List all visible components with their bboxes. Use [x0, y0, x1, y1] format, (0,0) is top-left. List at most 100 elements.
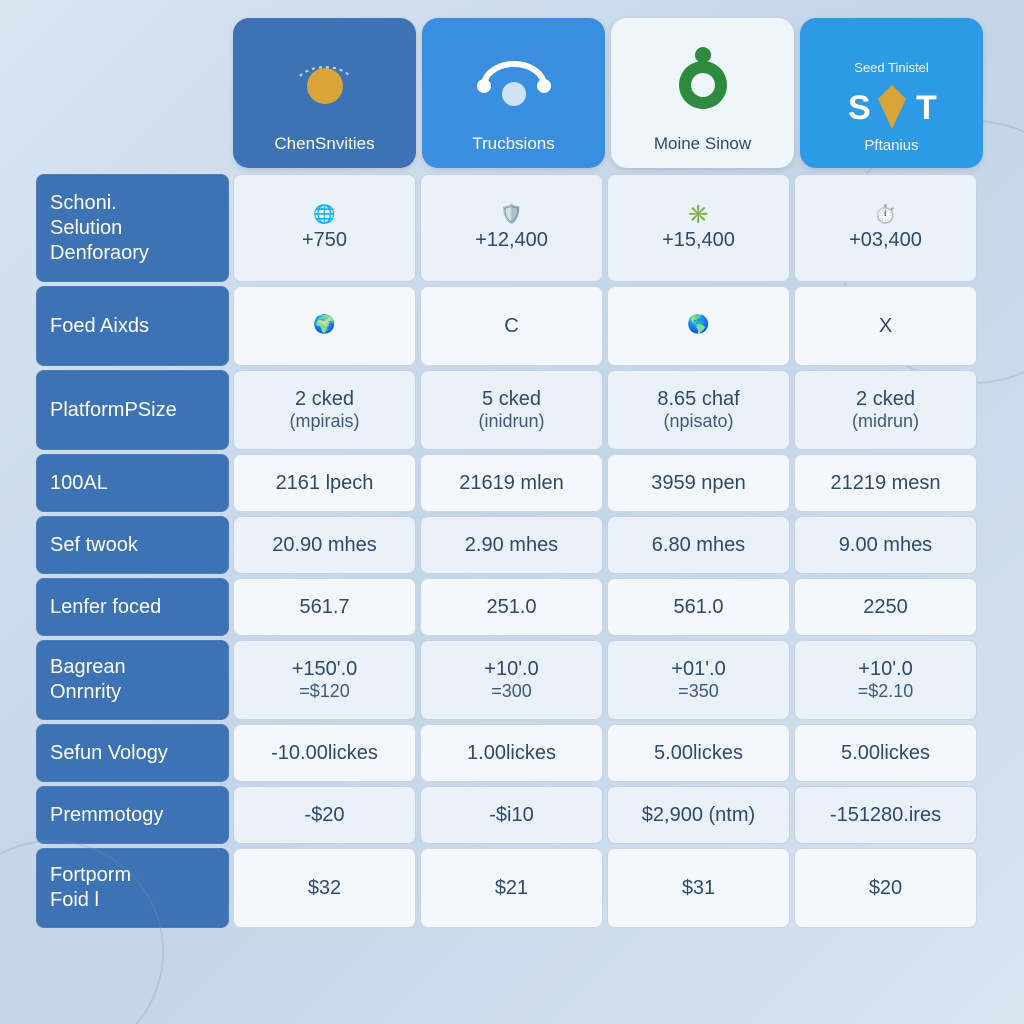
comparison-table: ChenSnvities Trucbsions Moi — [36, 18, 988, 928]
cell-value: 2 cked — [856, 388, 915, 411]
row-label: Lenfer foced — [36, 578, 229, 636]
tile-3-icon — [617, 28, 788, 134]
row-label-line: Sef twook — [50, 533, 215, 558]
row-label-line: Premmotogy — [50, 803, 215, 828]
column-tile-1[interactable]: ChenSnvities — [233, 18, 416, 168]
cell-value: -$i10 — [489, 804, 533, 827]
cell-value: +10'.0 — [484, 658, 538, 681]
data-cell: +10'.0=300 — [420, 640, 603, 720]
cell-subvalue: =$2.10 — [858, 681, 914, 702]
data-cell: -$20 — [233, 786, 416, 844]
row-label-line: Bagrean — [50, 655, 215, 680]
data-cell: 2 cked(midrun) — [794, 370, 977, 450]
row-label: FortpormFoid l — [36, 848, 229, 928]
data-cell: $31 — [607, 848, 790, 928]
data-cell: 2250 — [794, 578, 977, 636]
column-tile-2[interactable]: Trucbsions — [422, 18, 605, 168]
row-label-line: Foid l — [50, 888, 215, 913]
data-cell: 8.65 chaf(npisato) — [607, 370, 790, 450]
data-cell: 5.00lickes — [607, 724, 790, 782]
column-tile-4[interactable]: Seed Tinistel S T Pftanius — [800, 18, 983, 168]
row-label: BagreanOnrnrity — [36, 640, 229, 720]
cell-status-icon: 🌍 — [313, 314, 335, 335]
cell-value: $20 — [869, 877, 902, 900]
data-cell: 6.80 mhes — [607, 516, 790, 574]
cell-value: +10'.0 — [858, 658, 912, 681]
data-cell: -10.00lickes — [233, 724, 416, 782]
data-cell: $2,900 (ntm) — [607, 786, 790, 844]
cell-value: 2250 — [863, 596, 908, 619]
row-label-line: Denforaory — [50, 241, 215, 266]
cell-value: C — [504, 315, 518, 338]
data-cell: 251.0 — [420, 578, 603, 636]
tile-4-sup: Seed Tinistel — [854, 60, 928, 75]
cell-value: 3959 npen — [651, 472, 746, 495]
data-cell: 20.90 mhes — [233, 516, 416, 574]
row-label-line: Lenfer foced — [50, 595, 215, 620]
data-cell: 21619 mlen — [420, 454, 603, 512]
cell-value: 2.90 mhes — [465, 534, 558, 557]
row-label: Premmotogy — [36, 786, 229, 844]
data-cell: 🌍 — [233, 286, 416, 366]
cell-value: 2161 lpech — [276, 472, 374, 495]
data-cell: 5 cked(inidrun) — [420, 370, 603, 450]
cell-status-icon: 🌎 — [687, 314, 709, 335]
cell-value: 5.00lickes — [841, 742, 930, 765]
svg-text:T: T — [916, 89, 937, 127]
row-label: PlatformPSize — [36, 370, 229, 450]
tile-4-icon: S T — [806, 77, 977, 137]
row-label-line: Fortporm — [50, 863, 215, 888]
cell-value: -151280.ires — [830, 804, 941, 827]
cell-value: 561.0 — [673, 596, 723, 619]
row-label-line: 100AL — [50, 471, 215, 496]
cell-value: 1.00lickes — [467, 742, 556, 765]
data-cell: 5.00lickes — [794, 724, 977, 782]
row-label-line: Sefun Vology — [50, 741, 215, 766]
data-cell: -151280.ires — [794, 786, 977, 844]
data-grid: Schoni.SelutionDenforaory🌐+750🛡️+12,400✳… — [36, 174, 988, 928]
data-cell: 🌎 — [607, 286, 790, 366]
data-cell: 9.00 mhes — [794, 516, 977, 574]
data-cell: 561.7 — [233, 578, 416, 636]
cell-value: 9.00 mhes — [839, 534, 932, 557]
cell-value: 561.7 — [299, 596, 349, 619]
svg-text:S: S — [848, 89, 871, 127]
data-cell: +01'.0=350 — [607, 640, 790, 720]
row-label: Foed Aixds — [36, 286, 229, 366]
row-3: 100AL2161 lpech21619 mlen3959 npen21219 … — [36, 454, 988, 512]
row-1: Foed Aixds🌍C🌎X — [36, 286, 988, 366]
row-label-line: Foed Aixds — [50, 314, 215, 339]
data-cell: C — [420, 286, 603, 366]
cell-value: +750 — [302, 229, 347, 252]
column-tile-3[interactable]: Moine Sinow — [611, 18, 794, 168]
cell-value: 5 cked — [482, 388, 541, 411]
cell-value: $32 — [308, 877, 341, 900]
cell-status-icon: ⏱️ — [874, 204, 896, 225]
cell-value: 20.90 mhes — [272, 534, 377, 557]
row-2: PlatformPSize 2 cked (mpirais) 5 cked(inidr… — [36, 370, 988, 450]
tile-2-label: Trucbsions — [472, 134, 555, 154]
row-4: Sef twook 20.90 mhes 2.90 mhes 6.80 mhes 9.0… — [36, 516, 988, 574]
tile-3-label: Moine Sinow — [654, 134, 751, 154]
row-9: FortpormFoid l $32 $21 $31 $20 — [36, 848, 988, 928]
cell-value: +03,400 — [849, 229, 922, 252]
cell-value: $21 — [495, 877, 528, 900]
row-label: Schoni.SelutionDenforaory — [36, 174, 229, 282]
row-label-line: PlatformPSize — [50, 398, 215, 423]
row-0: Schoni.SelutionDenforaory🌐+750🛡️+12,400✳… — [36, 174, 988, 282]
cell-subvalue: (midrun) — [852, 411, 919, 432]
data-cell: 2161 lpech — [233, 454, 416, 512]
row-label-line: Onrnrity — [50, 680, 215, 705]
data-cell: ✳️+15,400 — [607, 174, 790, 282]
cell-value: 8.65 chaf — [657, 388, 739, 411]
data-cell: 561.0 — [607, 578, 790, 636]
row-label: 100AL — [36, 454, 229, 512]
cell-status-icon: 🌐 — [313, 204, 335, 225]
cell-value: 21619 mlen — [459, 472, 564, 495]
cell-subvalue: =300 — [491, 681, 532, 702]
cell-subvalue: (mpirais) — [290, 411, 360, 432]
cell-value: +12,400 — [475, 229, 548, 252]
data-cell: $20 — [794, 848, 977, 928]
cell-subvalue: =$120 — [299, 681, 350, 702]
data-cell: 1.00lickes — [420, 724, 603, 782]
